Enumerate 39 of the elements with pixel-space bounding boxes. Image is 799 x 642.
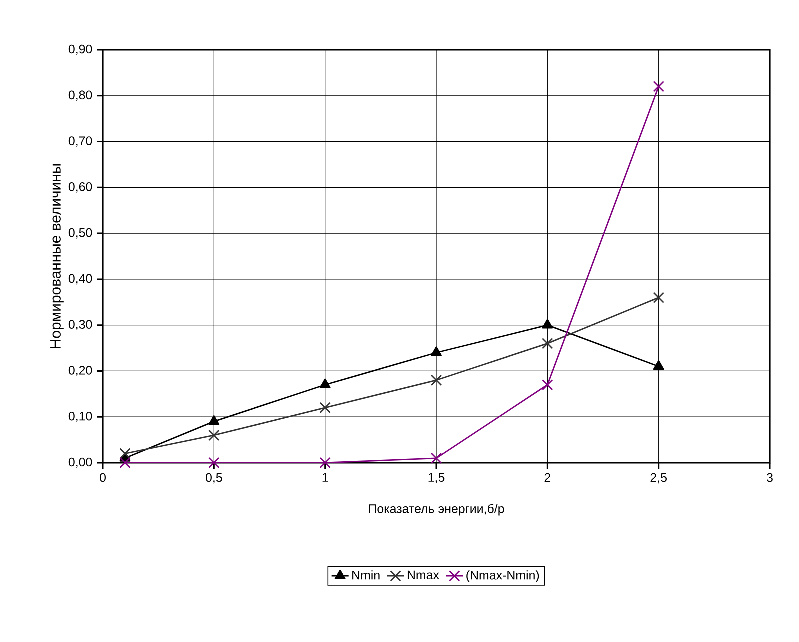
point	[542, 319, 554, 329]
legend-label: Nmax	[408, 570, 440, 580]
y-tick-label: 0,20	[68, 366, 92, 376]
point	[653, 81, 664, 92]
point	[542, 338, 554, 350]
y-tick-label: 0,30	[68, 320, 92, 330]
y-axis-title: Нормированные величины	[50, 164, 64, 348]
x-axis-title: Показатель энергии,б/р	[369, 504, 504, 516]
x-tick-label: 0,5	[206, 473, 222, 484]
x-tick-label: 3	[767, 473, 773, 482]
x-tick-label: 1,5	[428, 473, 445, 484]
y-tick-label: 0,10	[68, 412, 92, 422]
legend-label: Nmin	[352, 570, 380, 580]
point	[320, 402, 331, 414]
point	[120, 457, 131, 469]
y-tick-label: 0,60	[68, 182, 92, 193]
y-tick-label: 0,40	[68, 274, 92, 285]
point	[431, 346, 442, 356]
x-tick-label: 2,5	[650, 473, 667, 484]
point	[208, 430, 220, 442]
point	[208, 457, 220, 469]
point	[653, 292, 664, 304]
x-tick-label: 1	[322, 473, 328, 482]
y-tick-label: 0,50	[68, 228, 92, 239]
legend-label: (Nmax-Nmin)	[466, 570, 540, 582]
point	[653, 360, 664, 370]
point	[120, 448, 131, 460]
point	[430, 374, 442, 386]
y-tick-label: 0,90	[68, 44, 92, 56]
x-tick-label: 0	[100, 473, 106, 482]
point	[208, 416, 220, 426]
point	[320, 457, 331, 469]
y-tick-label: 0,00	[68, 458, 92, 468]
y-tick-label: 0,70	[68, 136, 92, 147]
x-tick-label: 2	[544, 473, 551, 482]
point	[320, 378, 331, 388]
y-tick-label: 0,80	[68, 90, 92, 102]
point	[430, 452, 442, 464]
point	[542, 379, 554, 391]
